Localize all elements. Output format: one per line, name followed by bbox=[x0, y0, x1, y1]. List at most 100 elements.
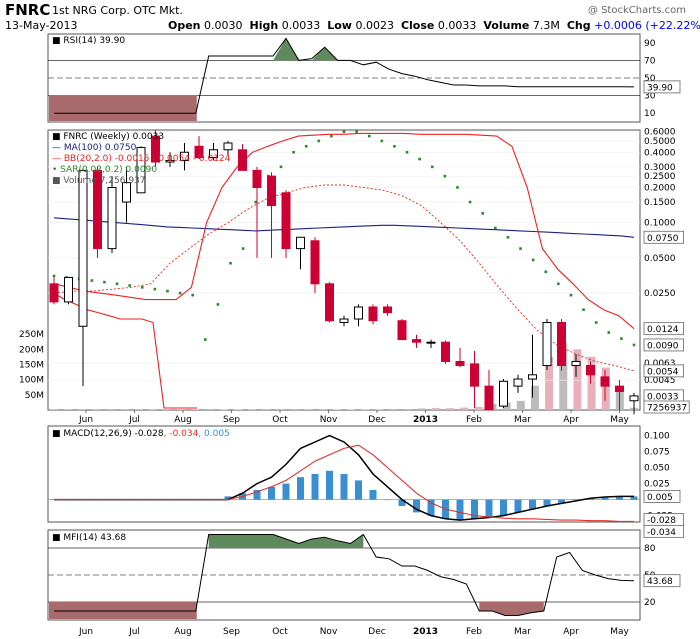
price-legend: ■ FNRC (Weekly) 0.0033 bbox=[52, 132, 164, 142]
sar-dot bbox=[607, 331, 611, 334]
sar-dot bbox=[304, 144, 308, 148]
rsi-line bbox=[54, 37, 635, 114]
sar-value-tag: 0.0090 bbox=[647, 341, 679, 351]
chg-value: +0.0006 (+22.22%) bbox=[594, 19, 700, 32]
price-tick-label: 0.0500 bbox=[644, 254, 676, 264]
month-label: Jun bbox=[78, 415, 93, 425]
macd-hist-bar bbox=[514, 499, 522, 513]
mfi-overbought-fill bbox=[208, 534, 364, 548]
candle-body bbox=[600, 376, 610, 387]
ma100-line bbox=[53, 217, 635, 238]
high-label: High bbox=[249, 19, 279, 32]
price-tick-label: 0.3000 bbox=[644, 163, 676, 173]
month-label: Sep bbox=[223, 415, 240, 425]
macd-hist-bar bbox=[224, 496, 232, 500]
sar-dot bbox=[103, 280, 106, 284]
sar-dot bbox=[468, 200, 472, 204]
price-tick-label: 0.0063 bbox=[644, 359, 676, 369]
macd-tick-label: 0.100 bbox=[644, 432, 670, 442]
candle-body bbox=[615, 385, 624, 392]
candle-body bbox=[339, 318, 349, 324]
candle-body bbox=[455, 360, 465, 367]
month-label: 2013 bbox=[413, 415, 438, 425]
macd-hist-bar bbox=[398, 499, 406, 506]
candle-body bbox=[136, 146, 146, 194]
price-tick-label: 0.5000 bbox=[644, 137, 676, 147]
candle-body bbox=[513, 378, 523, 387]
chart-header: FNRC 1st NRG Corp. OTC Mkt. 13-May-2013 … bbox=[0, 0, 700, 34]
volume-bar bbox=[431, 408, 440, 410]
close-value: 0.0033 bbox=[437, 19, 477, 32]
sar-dot bbox=[178, 291, 182, 295]
candle-body bbox=[354, 306, 363, 320]
sar-dot bbox=[544, 270, 548, 274]
rsi-value-tag: 39.90 bbox=[647, 83, 673, 93]
macd-hist-bar bbox=[572, 499, 580, 501]
month-label: Dec bbox=[368, 415, 385, 425]
candle-body bbox=[542, 322, 552, 367]
macd-legend: ■ MACD(12,26,9) -0.028, -0.034, 0.005 bbox=[52, 429, 230, 439]
volume-bar bbox=[587, 356, 596, 410]
macd-value-tag: -0.028 bbox=[647, 516, 676, 526]
sar-dot bbox=[140, 286, 144, 289]
volume-bar bbox=[389, 409, 398, 410]
volume-bar bbox=[460, 407, 469, 410]
macd-hist-value-tag: 0.005 bbox=[647, 493, 673, 503]
price-tick-label: 0.4000 bbox=[644, 148, 676, 158]
volume-bar bbox=[347, 409, 356, 410]
candle-body bbox=[397, 320, 407, 341]
candle-body bbox=[368, 306, 378, 322]
price-tick-label: 0.0250 bbox=[644, 289, 676, 299]
month-label: Nov bbox=[320, 415, 338, 425]
volume-bar bbox=[233, 409, 242, 410]
candle-body bbox=[586, 365, 595, 376]
macd-hist-legend: , 0.005 bbox=[198, 429, 230, 439]
volume-bar bbox=[474, 406, 483, 410]
sar-dot bbox=[456, 186, 459, 189]
candle-body bbox=[470, 363, 479, 387]
sar-dot bbox=[52, 274, 56, 278]
rsi-tick-label: 30 bbox=[644, 92, 656, 102]
candle-body bbox=[310, 240, 320, 285]
price-tick-label: 0.1500 bbox=[644, 198, 676, 208]
open-label: Open bbox=[168, 19, 201, 32]
close-value-tag: 0.0033 bbox=[647, 392, 679, 402]
candle-body bbox=[281, 192, 291, 250]
candle-body bbox=[223, 142, 233, 151]
low-value: 0.0023 bbox=[355, 19, 394, 32]
month-label-bottom: Dec bbox=[368, 627, 385, 637]
macd-hist-bar bbox=[500, 499, 507, 516]
sar-legend: • SAR(0.02,0.2) 0.0090 bbox=[52, 165, 157, 175]
volume-bar bbox=[375, 409, 384, 410]
candle-body bbox=[426, 341, 436, 344]
month-label-bottom: Oct bbox=[272, 627, 288, 637]
volume-legend: ■ Volume 7,256,937 bbox=[52, 176, 146, 186]
high-value: 0.0033 bbox=[281, 19, 321, 32]
sar-dot bbox=[557, 282, 560, 286]
candle-body bbox=[238, 149, 247, 171]
price-tick-label: 0.6000 bbox=[644, 128, 676, 138]
sar-dot bbox=[632, 343, 636, 347]
rsi-overbought-fill bbox=[273, 38, 299, 61]
macd-hist-bar bbox=[268, 486, 275, 500]
candle-body bbox=[209, 149, 218, 159]
macd-signal-value-tag: -0.034 bbox=[647, 528, 676, 538]
sar-dot bbox=[128, 284, 131, 287]
volume-tick-label: 200M bbox=[19, 345, 44, 355]
macd-hist-bar bbox=[326, 470, 333, 500]
ma-value-tag-box bbox=[643, 230, 684, 244]
volume-label: Volume bbox=[483, 19, 530, 32]
macd-signal-value-tag-box bbox=[643, 524, 684, 538]
chg-label: Chg bbox=[566, 19, 591, 32]
macd-signal-legend: , -0.034 bbox=[164, 429, 199, 439]
candle-body bbox=[151, 135, 160, 163]
volume-bar bbox=[332, 409, 341, 410]
macd-hist-bar bbox=[529, 499, 536, 510]
macd-hist-bar bbox=[340, 474, 348, 500]
macd-hist-bar bbox=[311, 474, 319, 500]
month-label-bottom: Nov bbox=[320, 627, 338, 637]
sar-dot bbox=[342, 130, 346, 133]
candle-body bbox=[49, 283, 59, 303]
volume-value-tag-box bbox=[643, 400, 690, 414]
macd-hist-bar bbox=[384, 499, 391, 501]
